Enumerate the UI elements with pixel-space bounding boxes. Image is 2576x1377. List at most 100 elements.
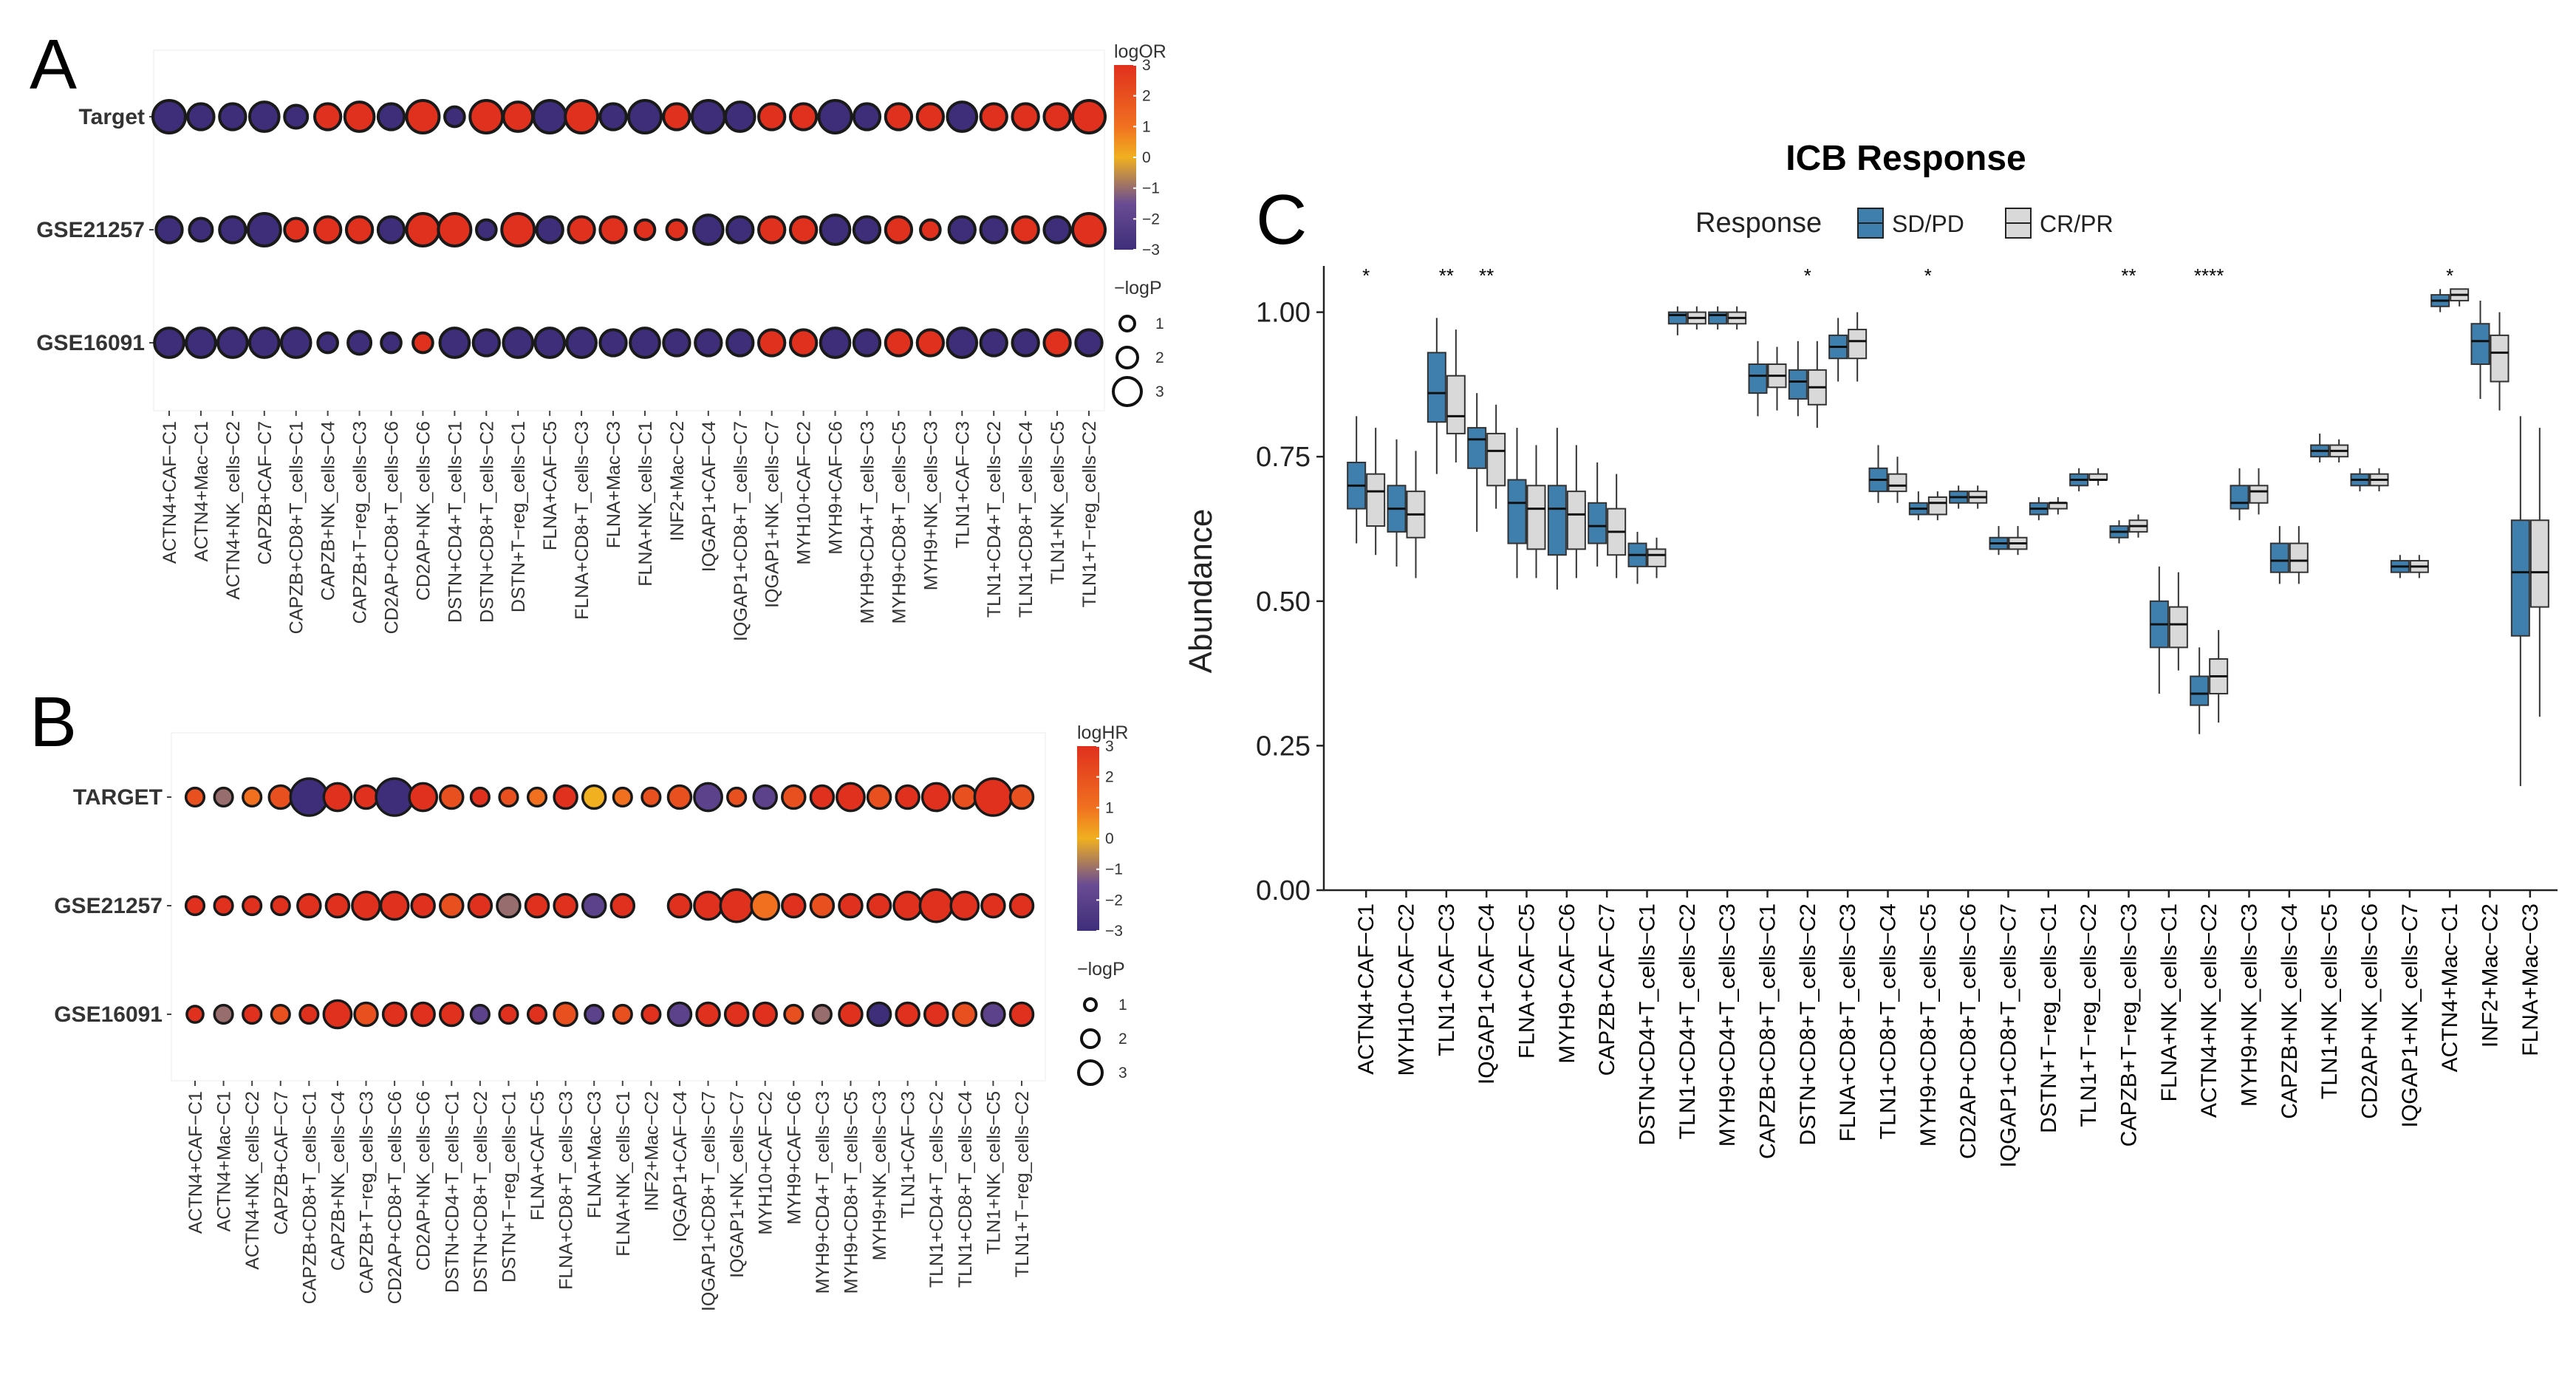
dot-Target-ACTN4+NK_cells−C2 — [218, 102, 247, 131]
dot-GSE16091-FLNA+CD8+T_cells−C3 — [553, 1001, 578, 1028]
dot-GSE21257-TLN1+T−reg_cells−C2 — [1071, 212, 1107, 247]
dot-Target-MYH9+CAF−C6 — [817, 99, 853, 134]
x-tick-label: DSTN+CD8+T_cells−C2 — [471, 1091, 491, 1293]
dot-TARGET-ACTN4+CAF−C1 — [184, 786, 206, 808]
dot-TARGET-MYH9+CAF−C6 — [781, 784, 807, 810]
dot-Target-ACTN4+Mac−C1 — [186, 102, 216, 131]
color-legend-title: logHR — [1077, 722, 1128, 743]
box-CR/PR-TLN1+CAF−C3 — [1446, 375, 1466, 434]
size-legend-circle — [1083, 997, 1098, 1012]
dot-TARGET-MYH9+CD8+T_cells−C5 — [836, 782, 866, 813]
dot-GSE16091-IQGAP1+NK_cells−C7 — [757, 328, 787, 358]
dot-GSE21257-CD2AP+NK_cells−C6 — [410, 892, 436, 919]
x-tick-label: MYH9+CD8+T_cells−C5 — [1916, 903, 1941, 1147]
dot-GSE16091-ACTN4+NK_cells−C2 — [242, 1003, 263, 1025]
significance-mark: * — [1804, 264, 1811, 287]
dot-Target-IQGAP1+NK_cells−C7 — [757, 102, 787, 131]
x-tick-label: TLN1+T−reg_cells−C2 — [1012, 1091, 1033, 1277]
x-tick-label: MYH9+CAF−C6 — [826, 421, 847, 555]
color-legend-tick-label: 0 — [1142, 149, 1151, 166]
x-tick-label: INF2+Mac−C2 — [2478, 903, 2503, 1048]
dot-TARGET-MYH9+CD4+T_cells−C3 — [809, 784, 836, 810]
x-tick-label: MYH9+CD8+T_cells−C5 — [841, 1091, 861, 1294]
dot-TARGET-DSTN+CD8+T_cells−C2 — [469, 786, 491, 808]
row-label: GSE21257 — [54, 894, 163, 918]
dot-GSE16091-DSTN+T−reg_cells−C1 — [502, 327, 535, 359]
dot-GSE21257-ACTN4+Mac−C1 — [188, 216, 214, 243]
row-label: GSE16091 — [54, 1002, 163, 1027]
dot-TARGET-FLNA+CD8+T_cells−C3 — [553, 784, 578, 810]
dot-GSE21257-MYH9+NK_cells−C3 — [919, 218, 942, 242]
dot-GSE21257-CD2AP+CD8+T_cells−C6 — [379, 890, 410, 921]
x-tick-label: ACTN4+NK_cells−C2 — [223, 421, 244, 600]
dot-GSE21257-FLNA+NK_cells−C1 — [609, 892, 636, 919]
dot-TARGET-IQGAP1+NK_cells−C7 — [726, 786, 748, 808]
box-CR/PR-INF2+Mac−C2 — [2490, 334, 2510, 383]
size-legend-circle — [1116, 346, 1139, 369]
x-tick-label: TLN1+T−reg_cells−C2 — [2077, 903, 2101, 1127]
size-legend-title: −logP — [1114, 278, 1162, 298]
dot-TARGET-IQGAP1+CAF−C4 — [666, 784, 693, 810]
x-tick-label: ACTN4+Mac−C1 — [214, 1091, 235, 1231]
x-tick-label: IQGAP1+NK_cells−C7 — [727, 1091, 748, 1278]
significance-mark: * — [1362, 264, 1370, 287]
size-legend-label: 2 — [1118, 1031, 1127, 1048]
x-tick-label: CAPZB+NK_cells−C4 — [328, 1091, 349, 1271]
x-tick-label: IQGAP1+CAF−C4 — [670, 1091, 691, 1242]
x-tick-label: MYH9+CAF−C6 — [1555, 903, 1579, 1064]
x-tick-label: FLNA+NK_cells−C1 — [613, 1091, 634, 1257]
box-CR/PR-FLNA+CD8+T_cells−C3 — [1848, 329, 1868, 360]
dot-GSE21257-TLN1+CD4+T_cells−C2 — [979, 215, 1008, 245]
x-tick-label: FLNA+CD8+T_cells−C3 — [556, 1091, 577, 1290]
x-tick-label: TLN1+CAF−C3 — [952, 421, 973, 548]
x-tick-label: CD2AP+CD8+T_cells−C6 — [1956, 903, 1981, 1159]
dot-TARGET-TLN1+CD4+T_cells−C2 — [920, 782, 952, 813]
x-tick-label: TLN1+CAF−C3 — [898, 1091, 919, 1218]
dot-GSE16091-MYH9+NK_cells−C3 — [866, 1001, 892, 1028]
dot-GSE16091-CAPZB+CAF−C7 — [247, 327, 281, 359]
dot-GSE21257-DSTN+CD8+T_cells−C2 — [474, 218, 498, 242]
dot-Target-CAPZB+CD8+T_cells−C1 — [283, 103, 310, 130]
x-tick-label: MYH10+CAF−C2 — [756, 1091, 776, 1235]
dot-Target-IQGAP1+CD8+T_cells−C7 — [723, 100, 756, 133]
box-CR/PR-CAPZB+NK_cells−C4 — [2289, 542, 2309, 573]
x-tick-label: CAPZB+CAF−C7 — [271, 1091, 292, 1235]
dot-Target-TLN1+CD8+T_cells−C4 — [1011, 102, 1040, 131]
row-label: GSE16091 — [36, 331, 145, 355]
x-tick-label: TLN1+CD8+T_cells−C4 — [955, 1091, 976, 1288]
x-tick-label: MYH9+CD4+T_cells−C3 — [1715, 903, 1740, 1147]
color-legend-tick-label: −1 — [1142, 180, 1160, 197]
x-tick-label: TLN1+T−reg_cells−C2 — [1079, 421, 1100, 607]
dot-GSE21257-MYH9+CD4+T_cells−C3 — [852, 215, 882, 245]
box-CR/PR-DSTN+CD4+T_cells−C1 — [1647, 548, 1667, 567]
box-CR/PR-MYH9+CAF−C6 — [1566, 491, 1586, 550]
dot-TARGET-CD2AP+NK_cells−C6 — [408, 782, 439, 813]
dot-Target-FLNA+CD8+T_cells−C3 — [564, 99, 600, 134]
dot-GSE21257-FLNA+CD8+T_cells−C3 — [567, 215, 596, 245]
dot-GSE16091-IQGAP1+CD8+T_cells−C7 — [725, 328, 755, 358]
dot-GSE16091-ACTN4+CAF−C1 — [185, 1005, 205, 1024]
dot-GSE16091-DSTN+CD8+T_cells−C2 — [469, 1003, 491, 1025]
dot-GSE16091-IQGAP1+NK_cells−C7 — [723, 1001, 750, 1028]
dot-GSE21257-FLNA+CAF−C5 — [524, 892, 550, 919]
color-legend-title: logOR — [1114, 41, 1166, 62]
dot-GSE16091-FLNA+Mac−C3 — [584, 1003, 605, 1025]
dot-GSE21257-FLNA+CD8+T_cells−C3 — [553, 892, 578, 919]
dot-GSE16091-CAPZB+T−reg_cells−C3 — [346, 329, 373, 356]
panel-b-dotplot: TARGET GSE21257 GSE16091 ACTN4+CAF−C1 ACTN4+… — [54, 722, 1128, 1311]
box-CR/PR-MYH9+CD8+T_cells−C5 — [1927, 496, 1947, 516]
legend-title: Response — [1695, 208, 1822, 239]
x-tick-label: TLN1+NK_cells−C5 — [2317, 903, 2342, 1099]
dot-GSE21257-ACTN4+CAF−C1 — [154, 215, 184, 245]
dot-GSE21257-CAPZB+T−reg_cells−C3 — [351, 890, 381, 921]
dot-GSE21257-ACTN4+CAF−C1 — [184, 895, 206, 917]
dot-GSE21257-FLNA+NK_cells−C1 — [633, 218, 657, 242]
dot-GSE16091-FLNA+Mac−C3 — [598, 328, 628, 358]
box-SD/PD-CAPZB+CD8+T_cells−C1 — [1748, 363, 1768, 394]
color-legend-tick-label: 2 — [1142, 88, 1151, 105]
dot-Target-FLNA+CAF−C5 — [532, 99, 568, 134]
x-tick-label: ACTN4+NK_cells−C2 — [2197, 903, 2221, 1118]
dot-GSE21257-TLN1+NK_cells−C5 — [980, 892, 1006, 919]
size-legend-circle — [1077, 1059, 1104, 1086]
dot-GSE21257-TLN1+CD4+T_cells−C2 — [918, 888, 954, 923]
